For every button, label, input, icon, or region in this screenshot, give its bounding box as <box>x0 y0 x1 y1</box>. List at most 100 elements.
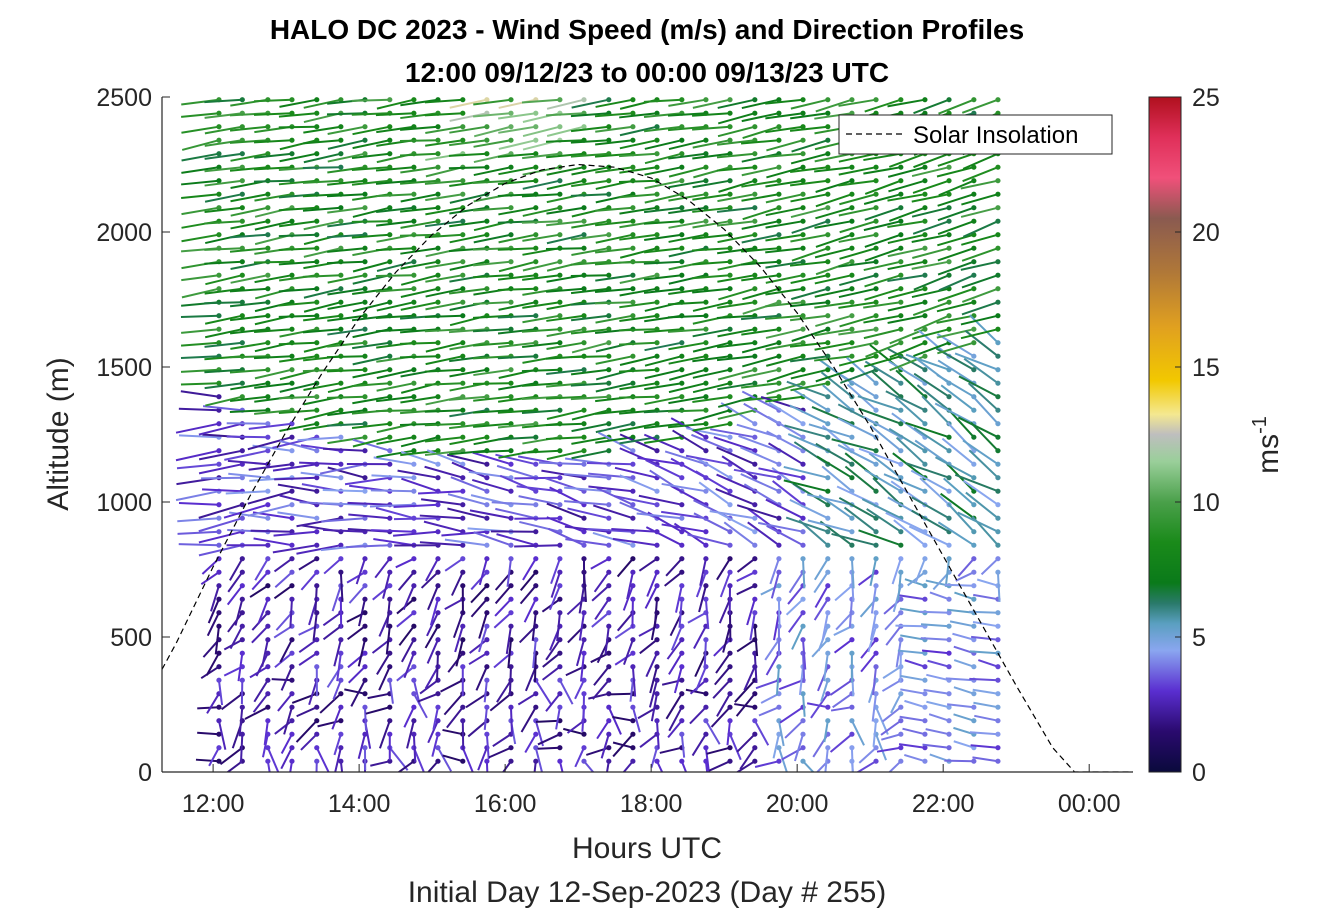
wind-barb-point <box>362 488 368 494</box>
wind-barb-point <box>557 97 563 103</box>
wind-barb-line <box>402 585 415 611</box>
wind-barb-line <box>493 652 512 669</box>
x-tick-label: 00:00 <box>1058 790 1121 818</box>
wind-barb-point <box>776 569 782 575</box>
wind-barb-line <box>790 233 829 243</box>
wind-barb-point <box>898 97 904 103</box>
x-tick-label: 16:00 <box>474 790 537 818</box>
wind-barb-point <box>703 637 709 643</box>
wind-barb-line <box>522 314 561 324</box>
wind-barb-point <box>654 664 660 670</box>
wind-barb-line <box>327 341 366 348</box>
wind-barb-point <box>484 610 490 616</box>
wind-barb-line <box>522 274 561 281</box>
wind-barb-point <box>825 475 831 481</box>
wind-barb-line <box>175 422 220 434</box>
wind-barb-line <box>472 179 512 184</box>
wind-barb-point <box>630 569 636 575</box>
wind-barb-line <box>254 193 293 202</box>
wind-barb-line <box>327 409 366 417</box>
wind-barb-line <box>692 341 731 353</box>
wind-barb-point <box>825 299 831 305</box>
wind-barb-line <box>319 692 342 714</box>
wind-barb-line <box>787 585 804 605</box>
wind-barb-line <box>835 612 853 631</box>
wind-barb-line <box>692 328 731 338</box>
wind-barb-point <box>362 704 368 710</box>
wind-barb-line <box>806 702 829 709</box>
wind-barb-point <box>460 124 466 130</box>
wind-barb-line <box>181 287 220 299</box>
wind-barb-point <box>216 623 222 629</box>
wind-barb-line <box>327 466 366 479</box>
wind-barb-line <box>693 625 707 649</box>
wind-barb-point <box>825 569 831 575</box>
wind-barb-point <box>922 745 928 751</box>
wind-barb-line <box>619 355 658 366</box>
wind-barb-point <box>898 340 904 346</box>
wind-barb-line <box>247 490 293 505</box>
wind-barb-point <box>435 137 441 143</box>
wind-barb-line <box>912 247 950 259</box>
wind-barb-point <box>362 245 368 251</box>
wind-barb-line <box>489 692 512 712</box>
wind-barb-line <box>229 558 244 581</box>
wind-barb-line <box>619 314 658 323</box>
wind-barb-point <box>289 569 295 575</box>
wind-barb-line <box>333 733 342 756</box>
wind-barb-point <box>533 745 539 751</box>
wind-barb-line <box>571 409 610 421</box>
wind-barb-point <box>971 596 977 602</box>
wind-barb-point <box>995 677 1001 683</box>
wind-barb-line <box>451 571 464 596</box>
wind-barb-line <box>181 274 220 282</box>
wind-barb-line <box>181 179 220 186</box>
wind-barb-line <box>618 260 658 264</box>
wind-barb-point <box>289 353 295 359</box>
colorbar-tick-label: 0 <box>1192 759 1206 787</box>
wind-barb-line <box>643 422 682 429</box>
wind-barb-point <box>460 650 466 656</box>
wind-barb-point <box>922 488 928 494</box>
y-tick-label: 1500 <box>96 354 152 382</box>
wind-barb-point <box>922 704 928 710</box>
wind-barb-point <box>679 515 685 521</box>
wind-barb-point <box>606 218 612 224</box>
wind-barb-line <box>352 125 390 136</box>
wind-barb-point <box>435 286 441 292</box>
wind-barb-line <box>858 746 877 764</box>
wind-barb-point <box>239 637 245 643</box>
wind-barb-line <box>280 733 293 754</box>
wind-barb-line <box>485 734 490 760</box>
wind-barb-line <box>899 594 926 601</box>
wind-barb-line <box>875 733 887 761</box>
wind-barb-line <box>425 558 439 582</box>
wind-barb-point <box>362 650 368 656</box>
wind-barb-point <box>533 434 539 440</box>
wind-barb-point <box>679 637 685 643</box>
wind-barb-point <box>314 124 320 130</box>
wind-barb-line <box>838 328 877 336</box>
wind-barb-line <box>858 529 902 547</box>
wind-barb-point <box>727 353 733 359</box>
wind-barb-line <box>645 459 683 479</box>
wind-barb-line <box>331 706 342 730</box>
wind-barb-point <box>338 637 344 643</box>
wind-barb-line <box>716 206 755 213</box>
colorbar-tick-label: 25 <box>1192 84 1220 112</box>
wind-barb-point <box>557 191 563 197</box>
wind-barb-point <box>387 124 393 130</box>
wind-barb-point <box>289 151 295 157</box>
wind-barb-point <box>825 394 831 400</box>
wind-barb-line <box>667 314 706 319</box>
wind-barb-line <box>664 450 707 466</box>
wind-barb-line <box>204 220 243 225</box>
wind-barb-line <box>399 355 438 359</box>
wind-barb-point <box>703 232 709 238</box>
wind-barb-line <box>483 680 488 703</box>
wind-barb-point <box>508 299 514 305</box>
wind-barb-line <box>327 166 366 174</box>
wind-barb-line <box>591 584 610 602</box>
wind-barb-line <box>864 287 902 301</box>
wind-barb-line <box>691 733 707 757</box>
